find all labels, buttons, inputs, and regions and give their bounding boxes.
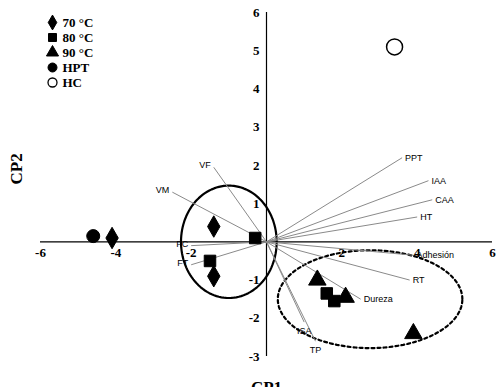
svg-text:-3: -3 — [249, 349, 260, 364]
svg-text:ISA: ISA — [297, 326, 312, 336]
svg-text:HT: HT — [420, 212, 432, 222]
svg-text:3: 3 — [253, 119, 260, 134]
svg-text:VF: VF — [199, 160, 211, 170]
svg-text:HPT: HPT — [63, 60, 90, 75]
svg-text:Dureza: Dureza — [364, 294, 393, 304]
svg-text:-1: -1 — [249, 272, 260, 287]
svg-text:TP: TP — [310, 345, 322, 355]
svg-text:CP2: CP2 — [7, 153, 26, 184]
svg-text:5: 5 — [253, 43, 260, 58]
svg-text:Adhesión: Adhesión — [416, 250, 454, 260]
svg-text:RT: RT — [413, 275, 425, 285]
svg-text:6: 6 — [253, 5, 260, 20]
svg-text:4: 4 — [253, 81, 260, 96]
svg-text:-6: -6 — [35, 245, 46, 260]
svg-text:CAA: CAA — [435, 195, 454, 205]
svg-text:70 °C: 70 °C — [63, 15, 94, 30]
svg-text:-2: -2 — [185, 245, 197, 260]
svg-text:90 °C: 90 °C — [63, 45, 94, 60]
svg-text:6: 6 — [489, 245, 496, 260]
svg-text:2: 2 — [338, 245, 346, 260]
svg-text:FC: FC — [176, 239, 188, 249]
svg-text:-4: -4 — [110, 245, 122, 260]
svg-text:PPT: PPT — [405, 153, 423, 163]
svg-text:FT: FT — [177, 258, 188, 268]
svg-text:80 °C: 80 °C — [63, 30, 94, 45]
svg-text:IAA: IAA — [431, 176, 446, 186]
svg-text:CP1: CP1 — [251, 378, 282, 387]
svg-text:VM: VM — [156, 185, 170, 195]
svg-text:-2: -2 — [249, 310, 260, 325]
svg-text:1: 1 — [253, 195, 260, 211]
svg-text:HC: HC — [63, 75, 83, 90]
svg-text:2: 2 — [253, 158, 260, 173]
